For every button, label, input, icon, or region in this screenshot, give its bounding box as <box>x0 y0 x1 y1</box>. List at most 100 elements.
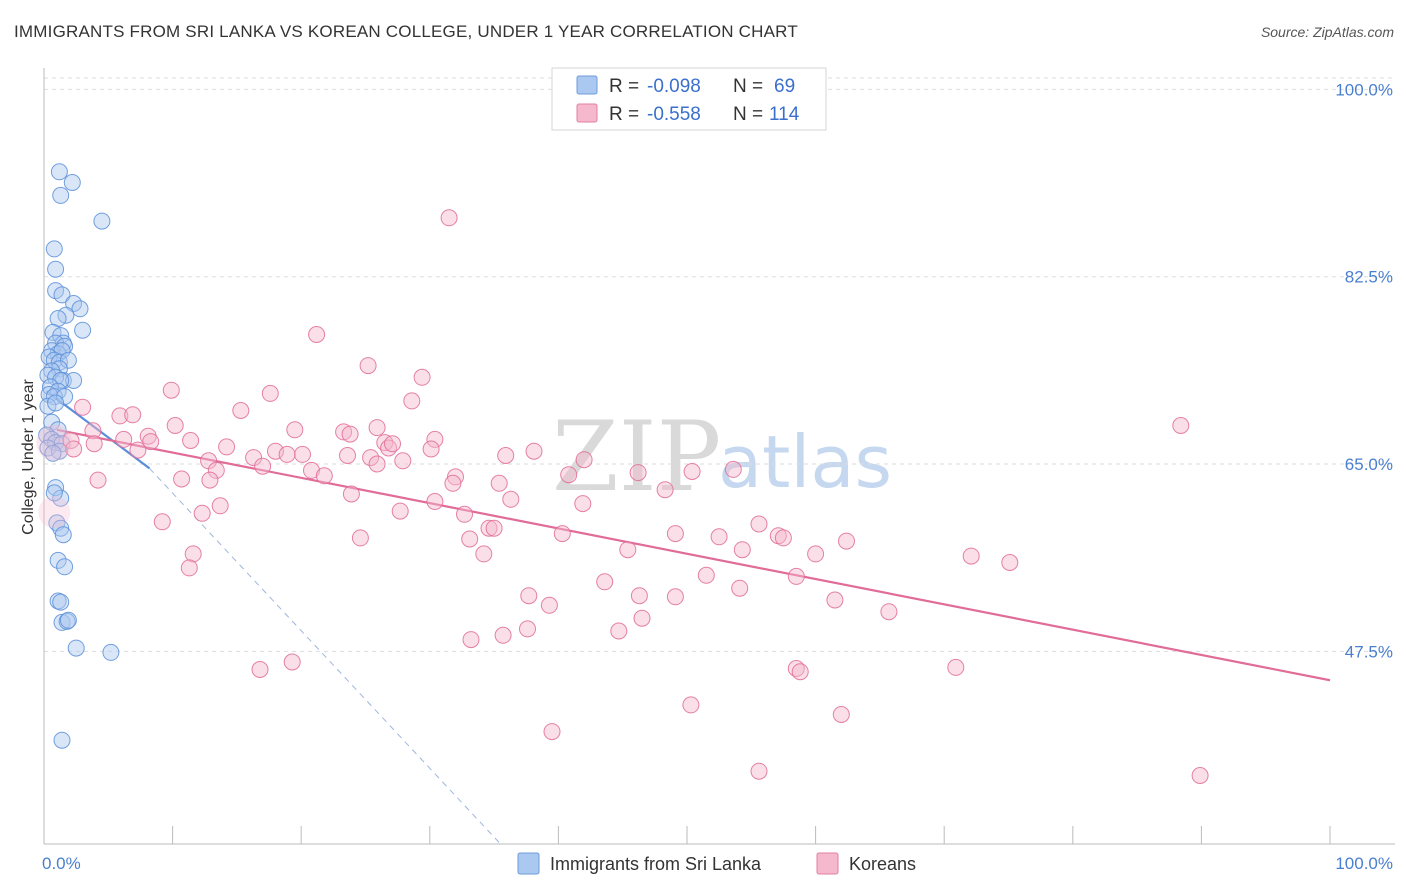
data-points <box>36 163 1209 784</box>
point-koreans <box>596 573 614 591</box>
point-koreans <box>173 470 191 488</box>
point-koreans <box>1191 767 1209 784</box>
point-sri-lanka <box>45 240 63 258</box>
x-tick-label-max: 100.0% <box>1335 854 1393 873</box>
point-sri-lanka <box>45 388 63 406</box>
legend-swatch-blue <box>576 75 598 95</box>
point-koreans <box>485 519 503 537</box>
point-koreans <box>339 447 356 464</box>
point-koreans <box>384 435 401 453</box>
point-koreans <box>633 609 651 627</box>
point-sri-lanka <box>93 212 111 230</box>
point-koreans <box>315 467 333 485</box>
point-koreans <box>543 723 561 741</box>
point-koreans <box>574 495 592 513</box>
correlation-legend: R = -0.098 N = 69 R = -0.558 N = 114 <box>551 67 827 131</box>
point-koreans <box>826 591 844 609</box>
x-tick-label-min: 0.0% <box>42 854 81 873</box>
point-koreans <box>774 529 792 547</box>
y-tick-label: 82.5% <box>1345 268 1393 287</box>
point-sri-lanka <box>71 300 89 318</box>
point-koreans <box>207 461 225 479</box>
point-koreans <box>142 433 160 451</box>
point-sri-lanka <box>47 368 65 386</box>
point-koreans <box>807 545 825 563</box>
point-sri-lanka <box>74 321 92 339</box>
point-koreans <box>85 435 103 453</box>
legend-n-label-2: N = <box>733 104 763 125</box>
point-sri-lanka <box>59 611 77 629</box>
legend-r-label-2: R = <box>609 104 639 125</box>
point-koreans <box>462 631 480 649</box>
point-sri-lanka <box>50 163 68 181</box>
point-sri-lanka <box>54 526 72 544</box>
source-credit: Source: ZipAtlas.com <box>1260 24 1394 40</box>
point-sri-lanka <box>44 444 62 462</box>
point-koreans <box>666 525 684 543</box>
point-koreans <box>1001 554 1019 571</box>
point-koreans <box>787 567 805 585</box>
point-koreans <box>497 447 515 464</box>
point-koreans <box>261 384 279 402</box>
series-legend-label-sri-lanka: Immigrants from Sri Lanka <box>550 854 762 874</box>
point-koreans <box>666 588 684 606</box>
y-axis-label: College, Under 1 year <box>20 379 37 535</box>
point-sri-lanka <box>53 613 71 631</box>
point-koreans <box>525 442 543 460</box>
point-koreans <box>294 445 311 463</box>
point-koreans <box>683 463 701 480</box>
point-koreans <box>750 762 768 780</box>
point-koreans <box>111 407 129 425</box>
point-koreans <box>656 481 674 499</box>
point-sri-lanka <box>53 286 71 304</box>
point-koreans <box>733 541 751 559</box>
point-sri-lanka <box>56 388 74 406</box>
point-koreans <box>182 432 200 449</box>
point-sri-lanka <box>102 643 120 661</box>
chart-title: IMMIGRANTS FROM SRI LANKA VS KOREAN COLL… <box>14 22 798 41</box>
point-koreans <box>351 529 369 547</box>
point-sri-lanka <box>45 484 63 502</box>
y-tick-label: 47.5% <box>1345 642 1393 661</box>
legend-r-value-2: -0.558 <box>647 104 701 125</box>
point-koreans <box>750 515 768 533</box>
point-koreans <box>84 422 102 440</box>
point-koreans <box>426 493 444 510</box>
point-koreans <box>422 440 440 458</box>
point-sri-lanka <box>47 260 65 278</box>
point-sri-lanka <box>47 479 65 497</box>
legend-swatch-pink <box>576 103 598 123</box>
point-koreans <box>201 471 219 489</box>
point-koreans <box>368 419 386 437</box>
point-koreans <box>962 547 980 565</box>
point-koreans <box>697 566 715 584</box>
point-koreans <box>211 497 229 515</box>
point-koreans <box>710 528 728 546</box>
point-koreans <box>286 421 304 439</box>
point-koreans <box>342 485 360 503</box>
tick-labels: 100.0% 82.5% 65.0% 47.5% 0.0% 100.0% <box>42 80 1393 873</box>
point-koreans <box>731 579 749 597</box>
point-koreans <box>184 545 202 563</box>
point-koreans <box>494 626 512 644</box>
point-koreans <box>553 525 571 543</box>
watermark-atlas: atlas <box>718 420 892 504</box>
point-koreans <box>368 455 386 473</box>
point-koreans <box>245 449 263 467</box>
trend-extension-blue <box>149 467 501 845</box>
point-koreans <box>880 603 898 621</box>
watermark-zip: ZIP <box>552 401 721 513</box>
point-koreans <box>629 464 647 482</box>
point-koreans <box>444 474 462 492</box>
point-koreans <box>947 658 965 676</box>
legend-r-value-1: -0.098 <box>647 76 701 97</box>
point-koreans <box>251 661 269 678</box>
point-koreans <box>838 532 855 550</box>
series-legend-swatch-blue <box>517 852 540 875</box>
point-koreans <box>560 466 578 484</box>
point-koreans <box>575 451 593 469</box>
point-koreans <box>362 449 380 467</box>
point-koreans <box>413 368 431 386</box>
point-koreans <box>89 471 107 489</box>
point-koreans <box>162 381 180 399</box>
